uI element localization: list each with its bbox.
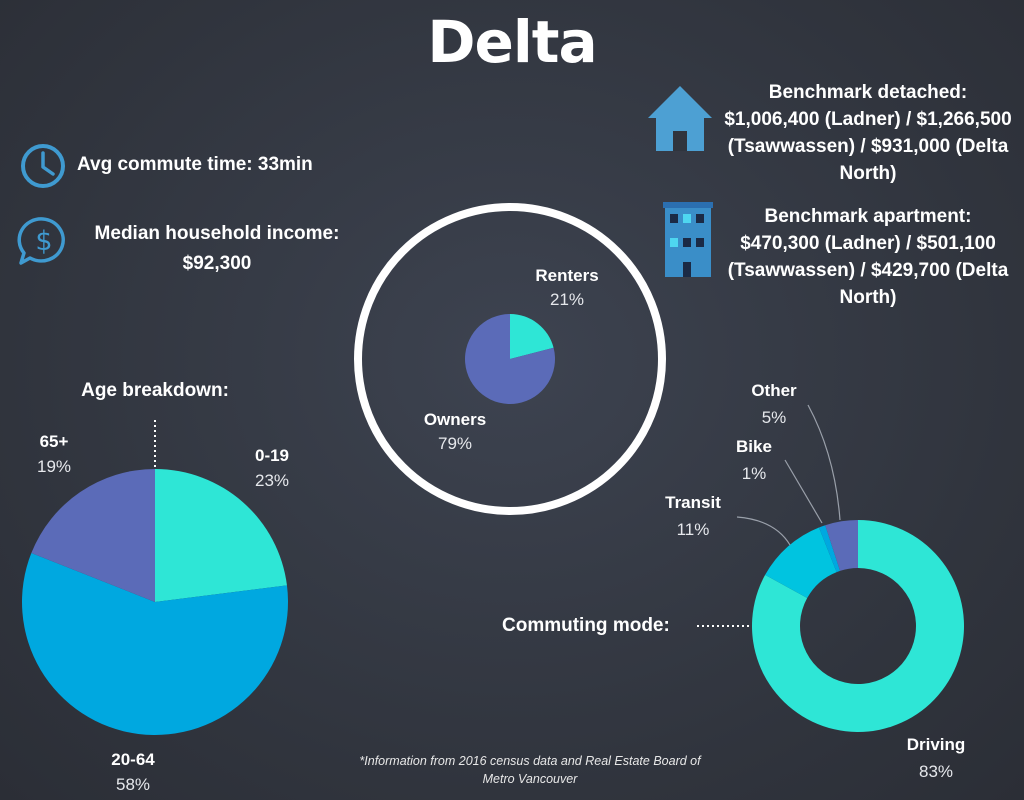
footnote: *Information from 2016 census data and R… <box>330 752 730 788</box>
detached-line-3: (Tsawwassen) / $931,000 (Delta <box>727 136 1009 157</box>
house-icon <box>648 86 712 151</box>
dollar-icon: $ <box>17 217 65 265</box>
tenure-value-renters: 21% <box>549 290 585 309</box>
commute-value-bike: 1% <box>741 464 767 483</box>
commute-value-transit: 11% <box>676 520 710 539</box>
tenure-pie-chart <box>464 314 555 404</box>
tenure-slice-renters <box>510 314 554 359</box>
svg-text:$: $ <box>35 226 52 257</box>
commute-label-bike: Bike <box>736 437 772 456</box>
bike-leader-line <box>784 459 823 524</box>
commute-time-text: Avg commute time: 33min <box>77 154 313 175</box>
page-title: Delta <box>427 8 597 76</box>
commute-label-driving: Driving <box>906 735 966 754</box>
tenure-slice-owners <box>464 314 555 404</box>
age-chart-title: Age breakdown: <box>81 380 229 401</box>
footnote-line-2: Metro Vancouver <box>482 772 578 786</box>
commute-label-transit: Transit <box>665 493 721 512</box>
income-label: Median household income: <box>94 223 340 244</box>
commute-value-driving: 83% <box>918 762 954 781</box>
age-slice-65- <box>31 469 155 602</box>
apartment-line-3: (Tsawwassen) / $429,700 (Delta <box>727 260 1009 281</box>
tenure-label-renters: Renters <box>535 266 599 285</box>
age-label-65plus: 65+ <box>39 432 69 451</box>
age-pie-chart <box>21 469 289 735</box>
tenure-value-owners: 79% <box>437 434 473 453</box>
footnote-line-1: *Information from 2016 census data and R… <box>359 754 701 768</box>
age-slice-0-19 <box>155 469 287 602</box>
age-value-20-64: 58% <box>115 775 151 794</box>
benchmark-apartment-text: Benchmark apartment: $470,300 (Ladner) /… <box>712 203 1024 311</box>
income-value: $92,300 <box>182 253 252 274</box>
detached-line-4: North) <box>839 163 897 184</box>
transit-leader-line <box>736 516 791 546</box>
commute-slice-driving <box>751 520 964 732</box>
benchmark-detached-text: Benchmark detached: $1,006,400 (Ladner) … <box>712 79 1024 187</box>
detached-line-2: $1,006,400 (Ladner) / $1,266,500 <box>724 109 1012 130</box>
apartment-building-icon <box>663 202 713 277</box>
age-value-0-19: 23% <box>254 471 290 490</box>
detached-line-1: Benchmark detached: <box>768 82 968 103</box>
commute-label-other: Other <box>751 381 797 400</box>
apartment-line-4: North) <box>839 287 897 308</box>
age-slice-20-64 <box>21 553 289 735</box>
age-label-0-19: 0-19 <box>254 446 290 465</box>
commute-value-other: 5% <box>761 408 787 427</box>
clock-icon <box>21 144 65 188</box>
age-value-65plus: 19% <box>36 457 72 476</box>
other-leader-line <box>807 404 841 521</box>
commute-donut-chart <box>751 520 964 732</box>
apartment-line-1: Benchmark apartment: <box>764 206 972 227</box>
age-label-20-64: 20-64 <box>111 750 155 769</box>
commute-chart-title: Commuting mode: <box>502 615 670 636</box>
tenure-ring <box>354 203 666 515</box>
apartment-line-2: $470,300 (Ladner) / $501,100 <box>740 233 996 254</box>
commute-slice-bike <box>818 525 841 573</box>
commute-slice-transit <box>765 527 837 599</box>
commute-slice-other <box>825 520 858 571</box>
tenure-label-owners: Owners <box>423 410 487 429</box>
